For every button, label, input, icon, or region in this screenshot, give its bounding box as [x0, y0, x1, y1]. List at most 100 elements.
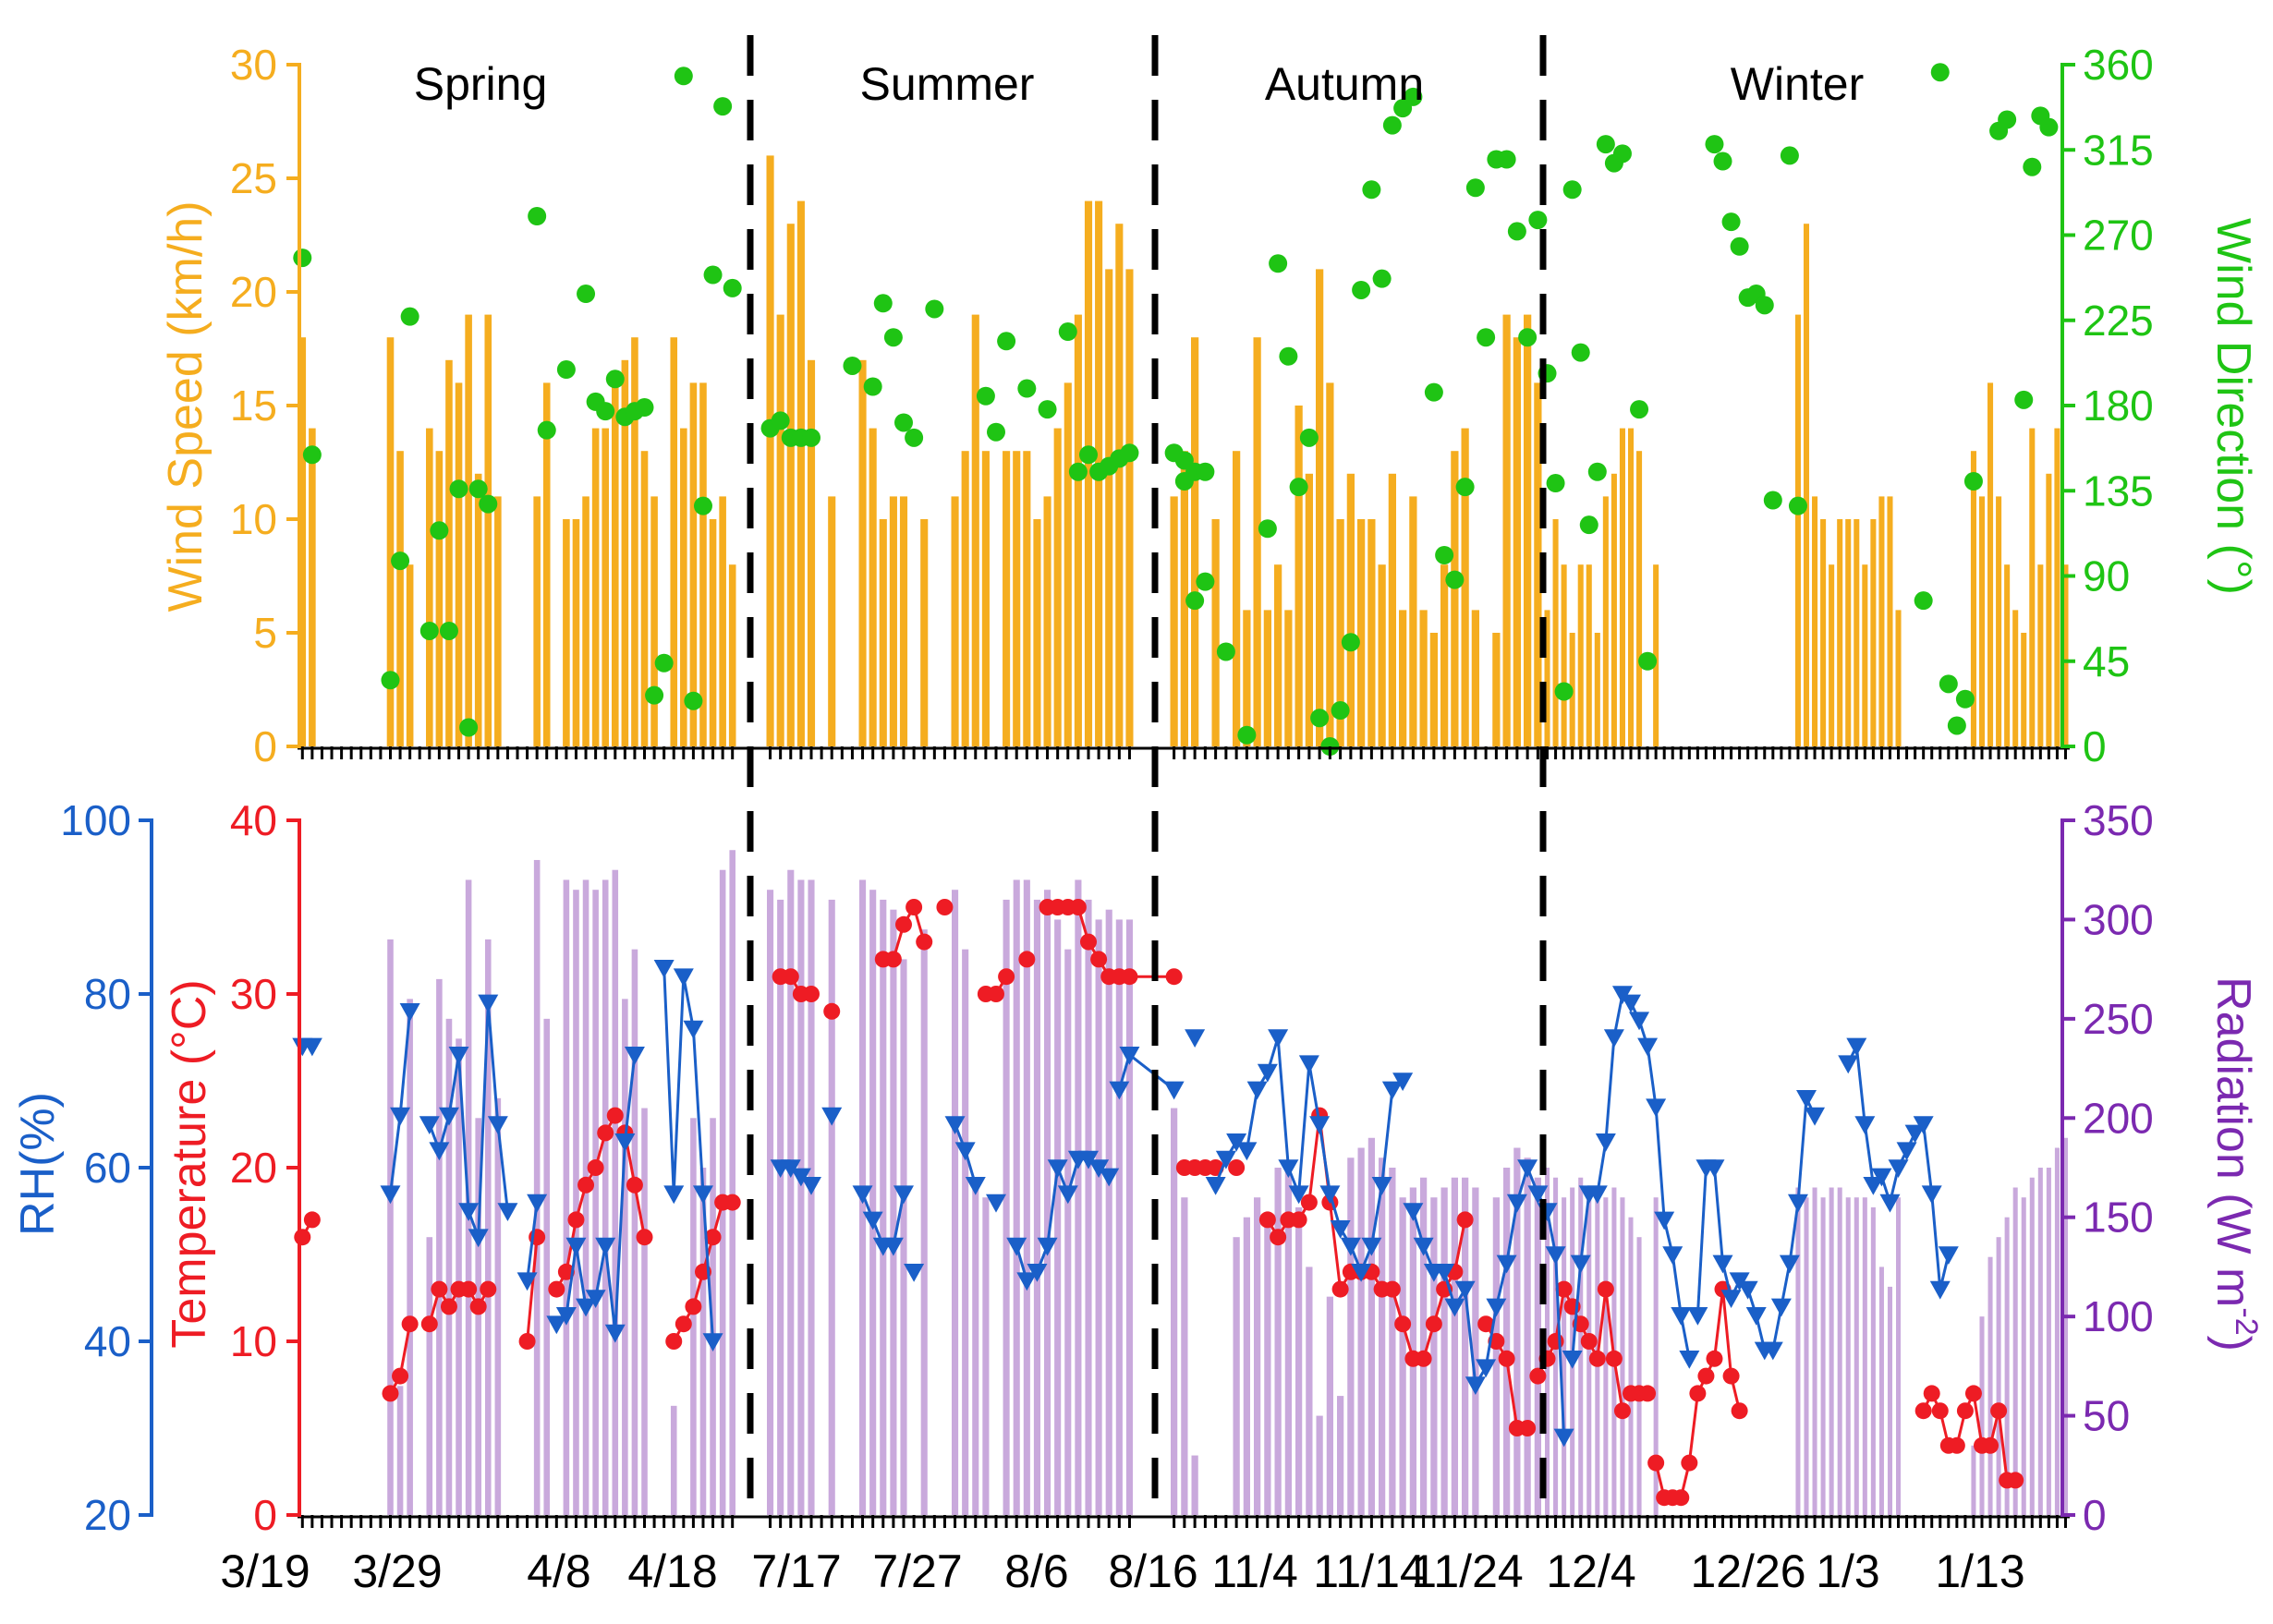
temperature-tick-label: 40: [230, 796, 277, 844]
radiation-bar: [2037, 1168, 2043, 1515]
rh-point: [683, 1020, 704, 1039]
rh-point: [595, 1237, 616, 1256]
radiation-bar: [407, 999, 413, 1515]
wind-speed-axis-title: Wind Speed (km/h): [159, 200, 213, 612]
wind-speed-bar: [796, 200, 805, 747]
wind-direction-point: [1424, 382, 1443, 402]
temperature-point: [1948, 1436, 1965, 1454]
wind-direction-point: [1587, 462, 1607, 481]
wind-direction-point: [302, 445, 322, 465]
wind-direction-point: [1763, 491, 1782, 510]
wind-direction-point: [1079, 445, 1098, 465]
wind-speed-bar: [1561, 564, 1567, 746]
radiation-bar: [1829, 1187, 1834, 1515]
wind-direction-point: [1331, 701, 1350, 721]
wind-speed-bar: [2029, 428, 2036, 746]
wind-direction-point: [1713, 151, 1732, 171]
rh-point: [527, 1194, 548, 1213]
radiation-bar: [582, 879, 590, 1515]
wind-direction-point: [1963, 472, 1983, 491]
temperature-point: [895, 915, 912, 933]
wind-speed-bar: [533, 496, 541, 746]
wind-speed-bar: [386, 337, 395, 746]
wind-direction-point: [1017, 379, 1037, 398]
radiation-bar: [2046, 1168, 2051, 1515]
radiation-bar: [1337, 1396, 1344, 1515]
wind-speed-bar: [2062, 564, 2069, 746]
radiation-bar: [1795, 1187, 1801, 1515]
wind-speed-bar: [1794, 314, 1801, 746]
radiation-bar: [1254, 1197, 1261, 1515]
rh-point: [1838, 1055, 1859, 1074]
wind-speed-bar: [465, 314, 472, 746]
radiation-bar: [1845, 1197, 1851, 1515]
wind-direction-point: [1174, 472, 1194, 491]
rh-point: [1896, 1142, 1917, 1161]
wind-speed-bar: [1125, 269, 1134, 746]
radiation-bar: [573, 890, 579, 1515]
wind-speed-bar: [1336, 519, 1344, 746]
wind-speed-bar: [1451, 451, 1459, 746]
temperature-point: [1529, 1367, 1547, 1385]
radiation-bar: [1115, 919, 1123, 1515]
rh-point: [944, 1116, 966, 1134]
wind-speed-bar: [2037, 564, 2044, 746]
wind-speed-bar: [766, 155, 774, 746]
radiation-bar: [1125, 919, 1133, 1515]
rh-point: [487, 1116, 508, 1134]
temperature-point: [782, 968, 799, 986]
rh-point: [1770, 1298, 1792, 1317]
rh-point: [1517, 1159, 1538, 1178]
temperature-point: [587, 1159, 604, 1176]
wind-speed-bar: [709, 519, 717, 746]
wind-speed-bar: [406, 564, 414, 746]
wind-direction-point: [684, 691, 703, 710]
rh-point: [614, 1133, 636, 1152]
wind-direction-point: [1638, 651, 1658, 671]
radiation-bar: [1326, 1296, 1333, 1515]
wind-speed-bar: [1263, 610, 1271, 746]
wind-speed-bar: [563, 519, 570, 746]
wind-direction-point: [1497, 150, 1516, 169]
temperature-point: [723, 1194, 741, 1211]
rh-tick-label: 20: [84, 1491, 131, 1539]
rh-point: [1371, 1177, 1392, 1195]
wind-direction-point: [1269, 254, 1288, 273]
wind-speed-bar: [484, 314, 492, 746]
rh-point: [1863, 1177, 1884, 1195]
radiation-bar: [2012, 1187, 2018, 1515]
wind-direction-point: [1455, 478, 1475, 497]
wind-direction-point: [293, 248, 312, 268]
wind-speed-bar: [1346, 473, 1355, 746]
temperature-point: [1300, 1194, 1318, 1211]
wind-speed-bar: [1812, 496, 1818, 746]
rh-point: [1654, 1211, 1675, 1230]
wind-speed-bar: [1544, 610, 1550, 746]
wind-direction-point: [419, 621, 439, 640]
radiation-tick-label: 250: [2083, 995, 2154, 1043]
wind-direction-point: [1930, 63, 1950, 82]
wind-direction-point: [605, 370, 625, 389]
rh-point: [1016, 1272, 1038, 1291]
wind-speed-bar: [1837, 519, 1843, 746]
rh-line: [662, 967, 715, 1342]
rh-point: [882, 1237, 904, 1256]
wind-speed-tick-label: 0: [253, 722, 277, 770]
rh-point: [1185, 1029, 1206, 1048]
rh-point: [429, 1142, 450, 1161]
radiation-bar: [1064, 949, 1072, 1515]
rh-point: [555, 1307, 577, 1326]
wind-speed-bar: [1862, 564, 1868, 746]
temperature-point: [1228, 1159, 1246, 1176]
temperature-point: [884, 951, 902, 968]
radiation-bar: [612, 869, 619, 1515]
radiation-bar: [808, 879, 815, 1515]
rh-point: [576, 1298, 597, 1317]
rh-line: [526, 1202, 539, 1281]
wind-speed-bar: [396, 451, 404, 746]
wind-speed-bar: [1316, 269, 1324, 746]
rh-point: [1595, 1133, 1616, 1152]
radiation-bar: [1430, 1197, 1438, 1515]
wind-direction-point: [2014, 390, 2034, 409]
radiation-bar: [1389, 1168, 1396, 1515]
